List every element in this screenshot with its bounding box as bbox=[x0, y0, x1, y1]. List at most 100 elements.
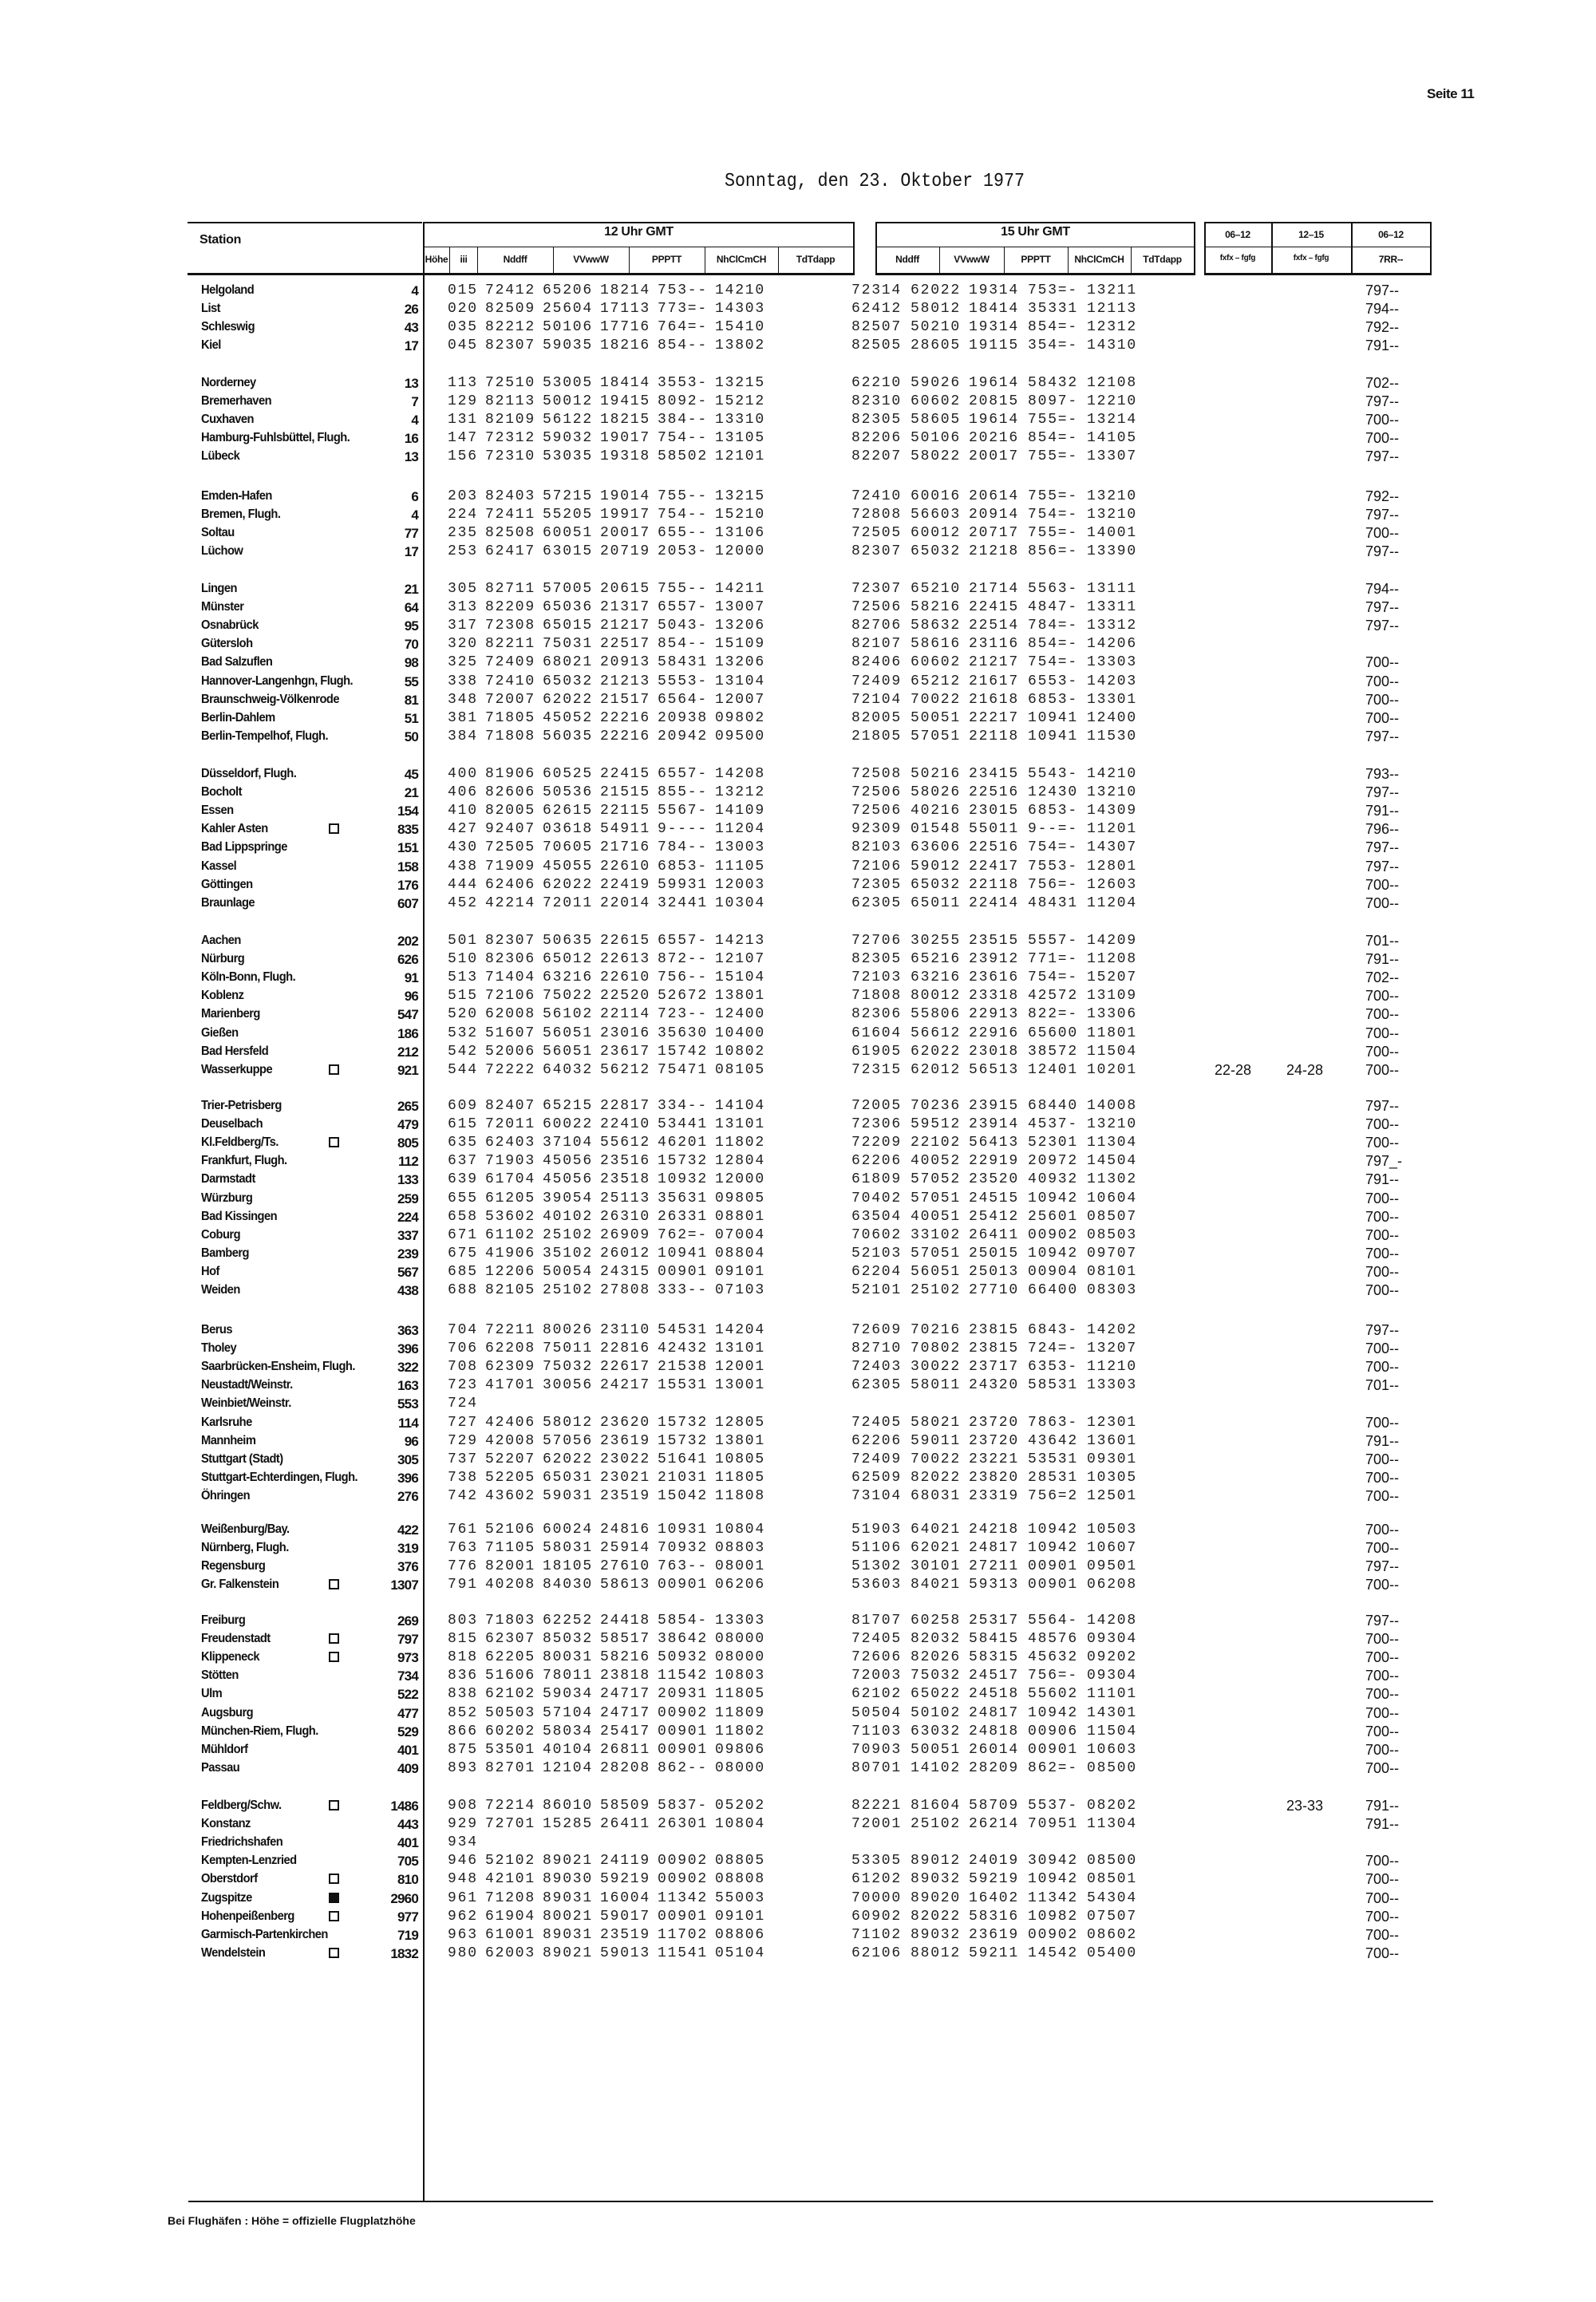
divider bbox=[423, 222, 425, 274]
station-height: 477 bbox=[397, 1706, 419, 1721]
obs-12-value: 58509 bbox=[600, 1798, 651, 1814]
obs-15-value: 28531 bbox=[1028, 1470, 1079, 1486]
obs-12-value: 22613 bbox=[600, 951, 651, 967]
station-name: Bad Hersfeld bbox=[201, 1044, 269, 1058]
obs-15-value: 25412 bbox=[969, 1209, 1020, 1225]
divider bbox=[188, 222, 422, 223]
obs-15-value: 21617 bbox=[969, 673, 1020, 689]
precip-rr: 700-- bbox=[1365, 1135, 1400, 1151]
table-row: Weiden 438 688 82105 25102 27808 333-- 07103 521… bbox=[0, 1281, 1596, 1300]
station-name: Ulm bbox=[201, 1687, 223, 1700]
obs-12-value: 60525 bbox=[543, 766, 594, 782]
obs-12-value: 12804 bbox=[715, 1153, 766, 1169]
obs-15-value: 23914 bbox=[969, 1116, 1020, 1132]
obs-12-value: 320 bbox=[448, 636, 478, 652]
precip-rr: 700-- bbox=[1365, 1853, 1400, 1869]
obs-12-value: 52102 bbox=[485, 1853, 536, 1869]
obs-12-value: 62406 bbox=[485, 877, 536, 893]
divider bbox=[875, 273, 1195, 275]
obs-12-value: 13215 bbox=[715, 488, 766, 504]
obs-15-value: 62102 bbox=[851, 1686, 903, 1702]
obs-12-value: 09500 bbox=[715, 729, 766, 744]
obs-12-value: 615 bbox=[448, 1116, 478, 1132]
obs-15-value: 354=- bbox=[1028, 338, 1079, 353]
table-row: Düsseldorf, Flugh. 45 400 81906 60525 22415 65… bbox=[0, 765, 1596, 784]
obs-15-value: 10942 bbox=[1028, 1705, 1079, 1721]
divider bbox=[1004, 247, 1005, 274]
obs-12-value: 325 bbox=[448, 654, 478, 670]
station-height: 1832 bbox=[390, 1946, 418, 1961]
obs-15-value: 75032 bbox=[911, 1668, 962, 1684]
obs-15-value: 22913 bbox=[969, 1006, 1020, 1022]
obs-12-value: 71808 bbox=[485, 729, 536, 744]
station-height: 547 bbox=[397, 1007, 419, 1022]
table-row: Berus 363 704 72211 80026 23110 54531 14204 7260… bbox=[0, 1321, 1596, 1340]
table-row: Emden-Hafen 6 203 82403 57215 19014 755-- 13215… bbox=[0, 488, 1596, 506]
obs-12-value: 71805 bbox=[485, 710, 536, 726]
table-row: Norderney 13 113 72510 53005 18414 3553- 13215 6… bbox=[0, 374, 1596, 393]
obs-12-value: 89031 bbox=[543, 1890, 594, 1906]
station-height: 319 bbox=[397, 1541, 419, 1556]
precip-rr: 700-- bbox=[1365, 1190, 1400, 1206]
obs-15-value: 24517 bbox=[969, 1668, 1020, 1684]
station-name: Öhringen bbox=[201, 1489, 251, 1502]
obs-15-value: 14105 bbox=[1087, 430, 1138, 446]
obs-12-value: 75031 bbox=[543, 636, 594, 652]
precip-rr: 700-- bbox=[1365, 1742, 1400, 1758]
obs-12-value: 13206 bbox=[715, 654, 766, 670]
obs-15-value: 72409 bbox=[851, 673, 903, 689]
station-height: 70 bbox=[404, 637, 419, 652]
square-icon bbox=[329, 1911, 339, 1921]
table-row: Braunschweig-Völkenrode 81 348 72007 62022 21… bbox=[0, 691, 1596, 709]
obs-12-value: 10931 bbox=[658, 1522, 709, 1538]
station-height: 276 bbox=[397, 1489, 419, 1504]
station-height: 21 bbox=[404, 785, 419, 800]
obs-12-value: 444 bbox=[448, 877, 478, 893]
obs-15-value: 754=- bbox=[1028, 507, 1079, 523]
table-row: Lingen 21 305 82711 57005 20615 755-- 14211 7230… bbox=[0, 580, 1596, 598]
obs-12-value: 71404 bbox=[485, 969, 536, 985]
obs-12-value: 10804 bbox=[715, 1522, 766, 1538]
precip-rr: 700-- bbox=[1365, 1631, 1400, 1647]
obs-15-value: 08101 bbox=[1087, 1264, 1138, 1280]
obs-12-value: 13104 bbox=[715, 673, 766, 689]
table-row: Stötten 734 836 51606 78011 23818 11542 10803 72… bbox=[0, 1667, 1596, 1685]
precip-rr: 797-- bbox=[1365, 784, 1400, 800]
obs-15-value: 08202 bbox=[1087, 1798, 1138, 1814]
station-height: 626 bbox=[397, 952, 419, 967]
obs-15-value: 65210 bbox=[911, 581, 962, 597]
obs-15-value: 14310 bbox=[1087, 338, 1138, 353]
obs-15-value: 72103 bbox=[851, 969, 903, 985]
obs-12-value: 25113 bbox=[600, 1190, 651, 1206]
obs-12-value: 688 bbox=[448, 1282, 478, 1298]
obs-12-value: 37104 bbox=[543, 1135, 594, 1151]
obs-12-value: 22816 bbox=[600, 1341, 651, 1356]
obs-15-value: 51903 bbox=[851, 1522, 903, 1538]
table-row: Augsburg 477 852 50503 57104 24717 00902 11809 5… bbox=[0, 1704, 1596, 1723]
obs-12-value: 658 bbox=[448, 1209, 478, 1225]
obs-12-value: 6564- bbox=[658, 692, 709, 708]
obs-12-value: 62205 bbox=[485, 1649, 536, 1665]
divider bbox=[875, 222, 877, 274]
obs-15-value: 88012 bbox=[911, 1945, 962, 1961]
obs-12-value: 62003 bbox=[485, 1945, 536, 1961]
obs-15-value: 72306 bbox=[851, 1116, 903, 1132]
obs-15-value: 22414 bbox=[969, 895, 1020, 911]
obs-12-value: 12007 bbox=[715, 692, 766, 708]
obs-15-value: 10941 bbox=[1028, 710, 1079, 726]
obs-12-value: 12107 bbox=[715, 951, 766, 967]
obs-15-value: 50210 bbox=[911, 319, 962, 335]
obs-12-value: 07103 bbox=[715, 1282, 766, 1298]
obs-12-value: 53441 bbox=[658, 1116, 709, 1132]
obs-15-value: 6843- bbox=[1028, 1322, 1079, 1338]
obs-12-value: 75471 bbox=[658, 1062, 709, 1078]
divider bbox=[939, 247, 940, 274]
table-row: Karlsruhe 114 727 42406 58012 23620 15732 12805… bbox=[0, 1414, 1596, 1432]
obs-12-value: 19014 bbox=[600, 488, 651, 504]
obs-12-value: 19917 bbox=[600, 507, 651, 523]
obs-15-value: 822=- bbox=[1028, 1006, 1079, 1022]
obs-12-value: 09101 bbox=[715, 1264, 766, 1280]
header-12-col: TdTdapp bbox=[796, 254, 836, 265]
header-period-12-15: 12–15 bbox=[1298, 229, 1324, 240]
obs-12-value: 22419 bbox=[600, 877, 651, 893]
